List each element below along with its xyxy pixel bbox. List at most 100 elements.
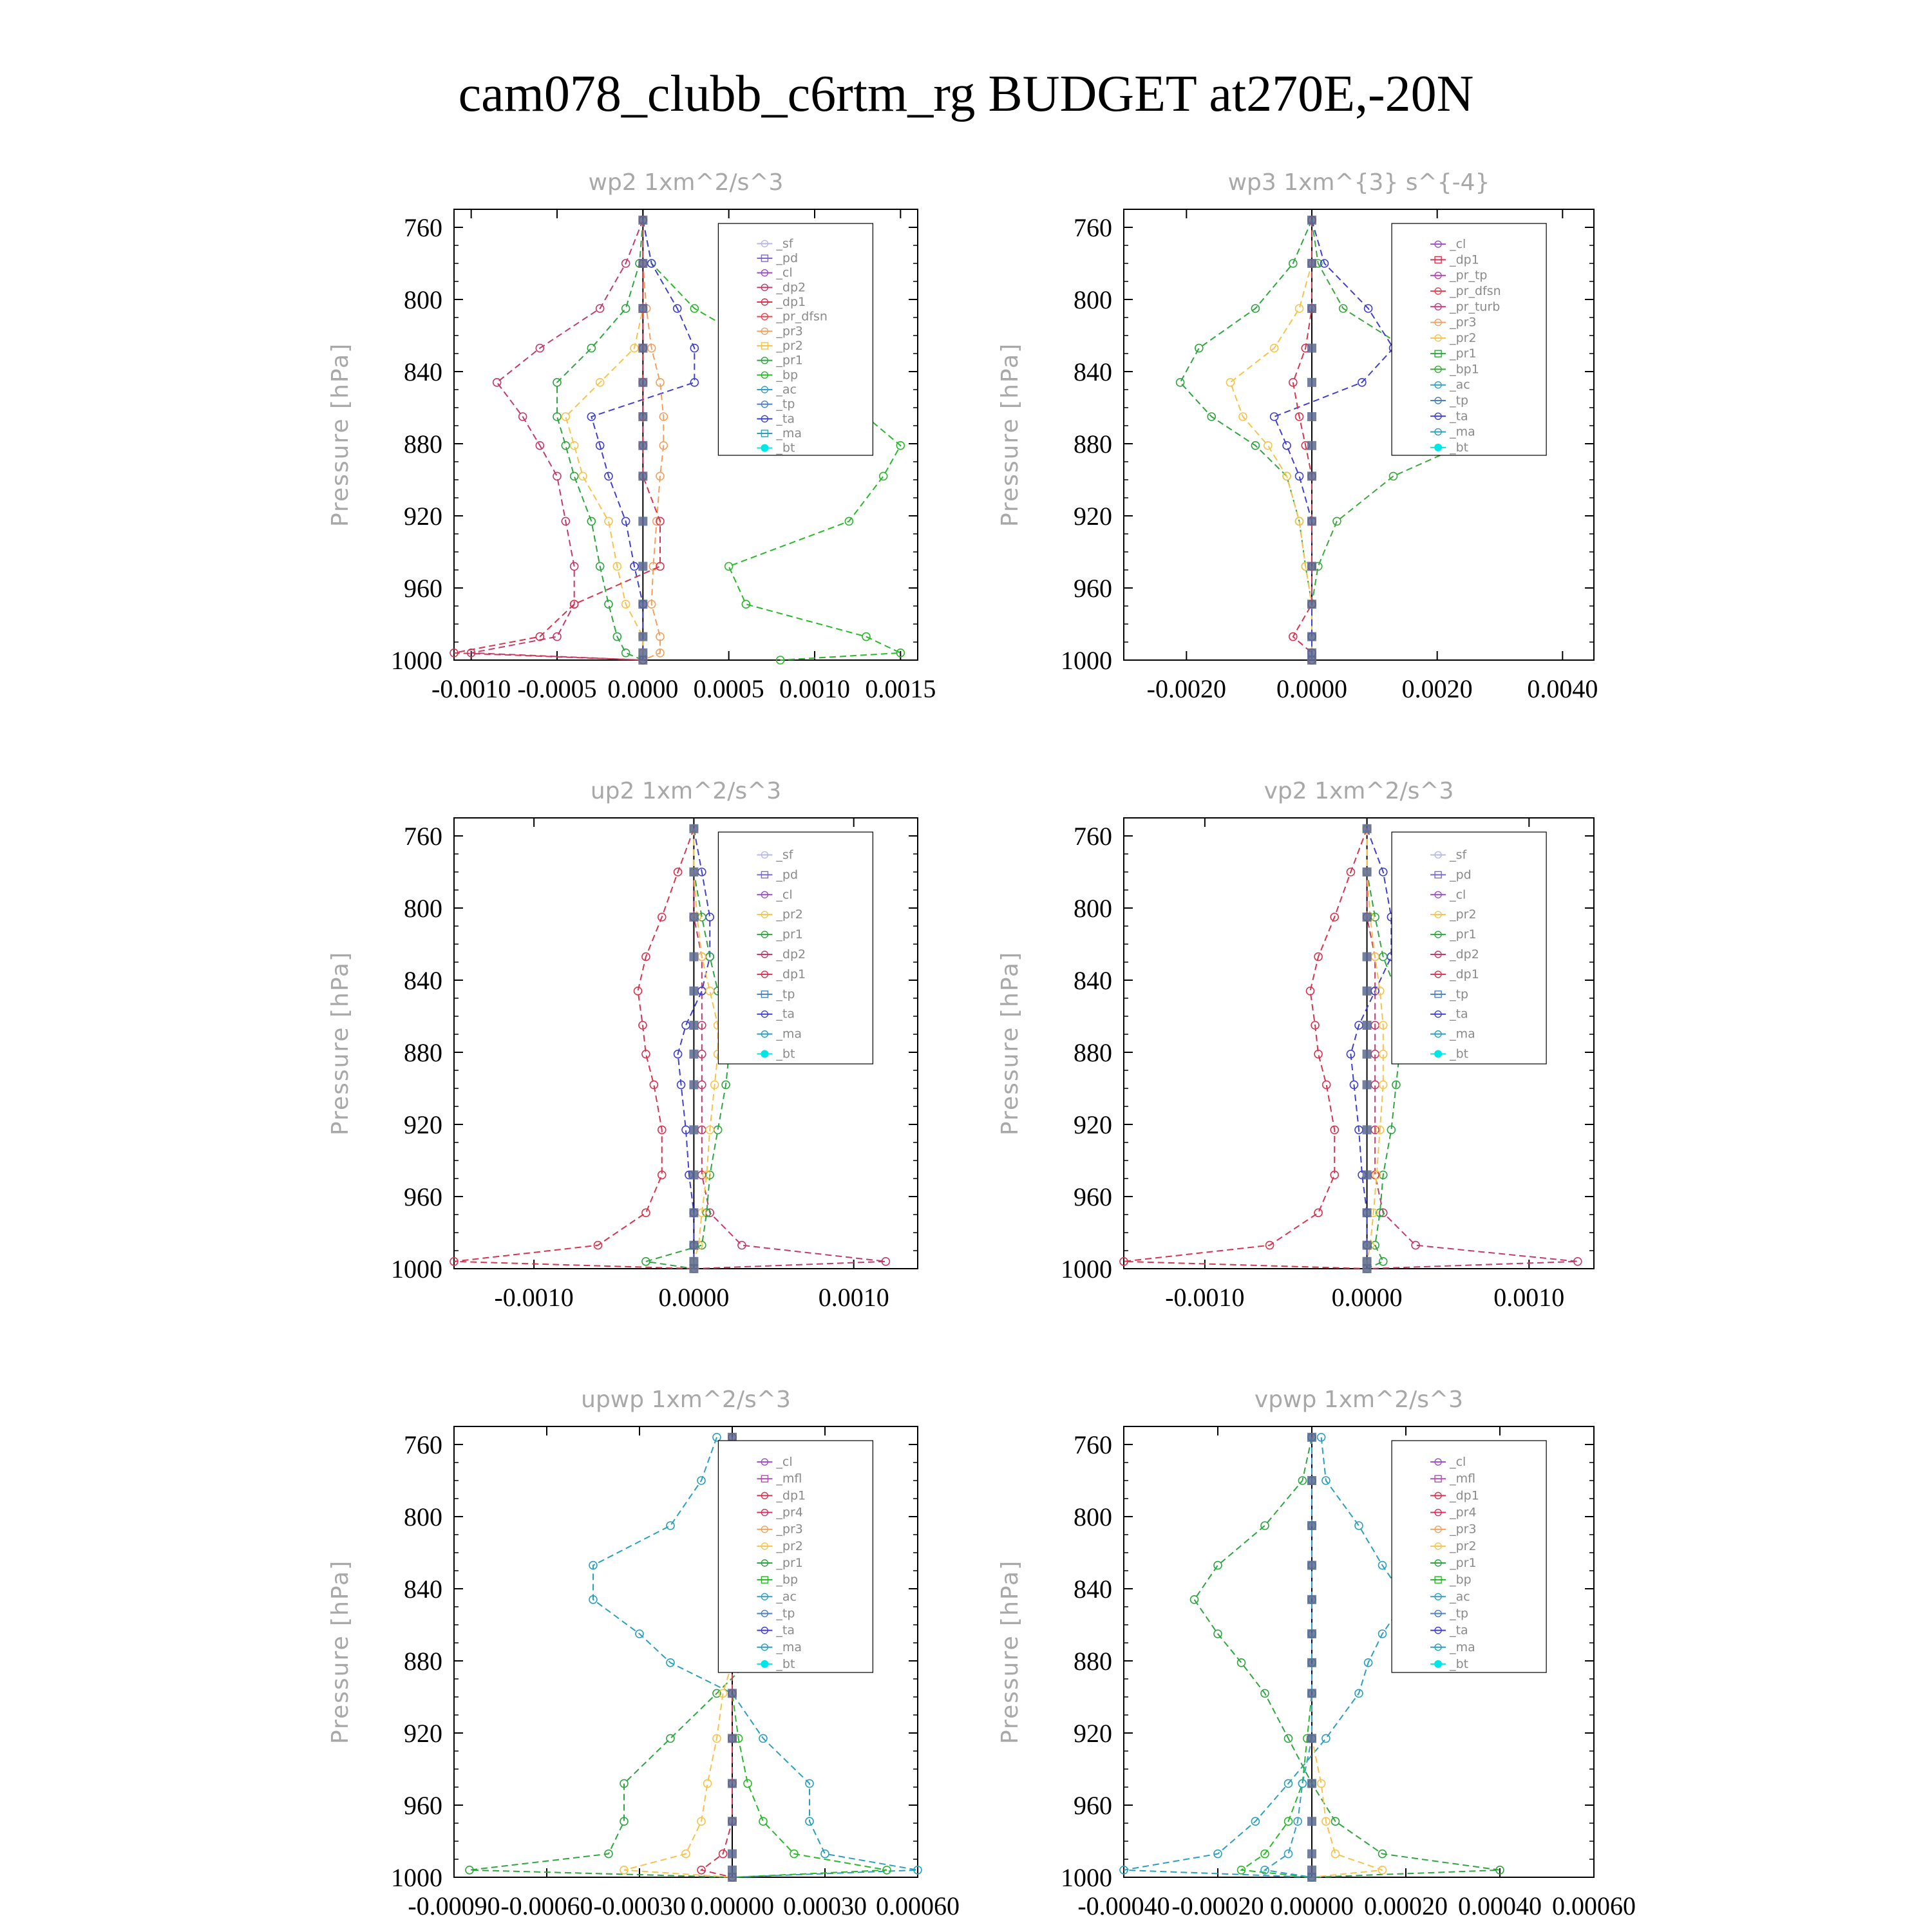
x-tick-label: -0.00030 <box>593 1891 685 1920</box>
legend-marker <box>761 1508 769 1517</box>
data-point <box>862 632 871 641</box>
data-point <box>1316 1433 1326 1442</box>
data-point <box>1375 987 1385 996</box>
x-tick-label: 0.00000 <box>690 1891 774 1920</box>
legend-marker <box>761 386 769 393</box>
data-point <box>1238 412 1247 421</box>
legend-marker <box>1434 303 1442 310</box>
x-tick-label: 0.0020 <box>1402 674 1473 703</box>
legend-marker <box>1434 272 1442 279</box>
data-point <box>1213 1629 1222 1638</box>
series-line-ta <box>677 828 711 1269</box>
y-tick-label: 800 <box>1074 285 1112 314</box>
y-tick-label: 920 <box>1074 502 1112 531</box>
legend-marker <box>761 283 769 292</box>
y-tick-label: 760 <box>1074 213 1112 242</box>
y-tick-label: 800 <box>404 1502 442 1531</box>
panel-1: wp3 1xm^{3} s^{-4} Pressure [hPa] 760 800 84… <box>997 169 1598 703</box>
plot-frame <box>1123 1426 1595 1878</box>
legend-label: _ma <box>775 1027 802 1041</box>
data-point <box>712 1433 721 1442</box>
legend-marker <box>761 1030 769 1038</box>
legend-marker <box>1434 1593 1442 1601</box>
data-point <box>569 562 579 571</box>
x-tick-label: 0.00020 <box>1364 1891 1448 1920</box>
plot-frame <box>1123 209 1595 661</box>
budget-total-marker <box>728 1432 737 1442</box>
series-line-dp1 <box>1292 220 1312 660</box>
budget-total-marker <box>638 259 648 268</box>
budget-total-marker <box>1362 1264 1372 1273</box>
budget-total-marker <box>689 1125 699 1135</box>
page-title: cam078_clubb_c6rtm_rg BUDGET at270E,-20N <box>459 66 1474 122</box>
legend-label: _ma <box>775 1640 802 1654</box>
budget-total-marker <box>1362 1125 1372 1135</box>
data-point <box>1349 1080 1359 1090</box>
legend-marker <box>761 1492 769 1500</box>
data-point <box>621 648 630 658</box>
x-tick-label: 0.00030 <box>783 1891 867 1920</box>
legend-label: _tp <box>775 397 795 412</box>
x-tick-label: 0.00040 <box>1458 1891 1542 1920</box>
legend-marker <box>1434 381 1442 389</box>
y-tick-label: 760 <box>404 822 442 851</box>
data-point <box>1354 1521 1363 1530</box>
data-point <box>561 516 571 526</box>
data-point <box>703 1779 712 1788</box>
budget-total-marker <box>1307 1658 1316 1667</box>
data-point <box>1375 1208 1385 1217</box>
data-point <box>775 656 785 665</box>
legend-label: _pr2 <box>775 907 802 922</box>
legend-marker <box>761 990 769 998</box>
y-tick-label: 880 <box>1074 1038 1112 1067</box>
legend-label: _tp <box>775 1606 795 1620</box>
data-point <box>561 412 571 421</box>
legend-marker <box>1434 1626 1442 1634</box>
data-point <box>621 259 630 268</box>
data-point <box>882 1866 891 1875</box>
y-tick-label: 960 <box>404 1182 442 1211</box>
budget-total-marker <box>1307 1873 1316 1882</box>
data-point <box>621 516 630 526</box>
legend-marker <box>761 430 769 437</box>
data-point <box>805 1779 814 1788</box>
data-point <box>1294 516 1304 526</box>
legend-label: _bp1 <box>1449 362 1479 376</box>
legend-marker <box>761 1475 769 1482</box>
budget-total-marker <box>638 632 648 641</box>
legend-label: _cl <box>1449 237 1466 251</box>
legend-label: _pd <box>775 251 798 265</box>
data-point <box>666 1658 675 1667</box>
data-point <box>1305 987 1315 996</box>
data-point <box>595 440 605 450</box>
data-point <box>673 867 683 876</box>
budget-total-marker <box>1362 1240 1372 1250</box>
budget-total-marker <box>1362 1080 1372 1090</box>
x-tick-label: -0.00090 <box>408 1891 500 1920</box>
data-point <box>1251 1817 1260 1826</box>
y-tick-label: 880 <box>404 430 442 459</box>
data-point <box>641 1050 650 1059</box>
data-point <box>535 440 545 450</box>
legend-marker <box>1434 318 1442 327</box>
series-line-dp2 <box>693 828 886 1269</box>
data-point <box>553 412 562 421</box>
budget-total-marker <box>1362 952 1372 961</box>
budget-total-marker <box>728 1849 737 1859</box>
data-point <box>657 913 667 922</box>
legend-marker <box>1434 1508 1442 1517</box>
legend-label: _pr2 <box>1449 331 1476 345</box>
legend-label: _tp <box>775 987 795 1001</box>
series-line-ac <box>1263 1437 1312 1878</box>
legend-marker <box>1434 990 1442 998</box>
legend-label: _sf <box>1449 848 1467 862</box>
budget-total-marker <box>638 562 648 571</box>
panel-3: vp2 1xm^2/s^3 Pressure [hPa] 760 800 840 880 9… <box>997 778 1595 1312</box>
y-tick-label: 920 <box>1074 1719 1112 1748</box>
legend-label: _dp2 <box>775 280 806 294</box>
data-point <box>1236 1658 1246 1667</box>
data-point <box>718 1689 728 1698</box>
y-tick-label: 840 <box>404 966 442 995</box>
legend-label: _pr3 <box>1449 1522 1476 1537</box>
legend-marker <box>1434 1542 1442 1550</box>
